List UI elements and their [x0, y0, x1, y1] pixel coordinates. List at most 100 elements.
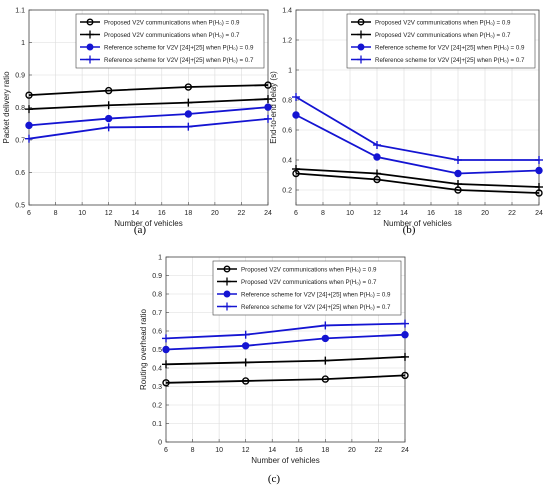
data-point: [25, 105, 33, 114]
series-2: [292, 165, 543, 191]
legend-box: [212, 260, 402, 316]
legend-box: [346, 13, 536, 69]
legend-item: Reference scheme for V2V [24]+[25] when …: [351, 43, 525, 51]
data-point: [454, 156, 462, 164]
data-point: [321, 375, 330, 383]
data-point: [241, 330, 250, 339]
data-point: [321, 334, 330, 343]
data-point: [264, 81, 272, 89]
series-4: [162, 319, 409, 343]
x-tick-label: 18: [321, 447, 329, 454]
y-tick-label: 0.4: [152, 366, 162, 373]
x-tick-label: 12: [105, 210, 113, 217]
data-point: [241, 358, 250, 367]
data-point: [184, 122, 193, 131]
series-1: [25, 81, 272, 99]
y-tick-label: 0.8: [15, 105, 25, 112]
y-tick-label: 0.3: [152, 384, 162, 391]
legend-item: Proposed V2V communications when P(H₀) =…: [80, 18, 240, 26]
data-point: [401, 352, 409, 361]
legend-label: Reference scheme for V2V [24]+[25] when …: [375, 44, 525, 51]
y-tick-label: 0.2: [282, 188, 292, 195]
y-tick-label: 1.1: [15, 8, 25, 15]
legend-item: Proposed V2V communications when P(H₀) =…: [351, 18, 511, 26]
x-tick-label: 20: [481, 210, 489, 217]
x-tick-label: 6: [27, 210, 31, 217]
x-tick-label: 16: [427, 210, 435, 217]
series-line: [28, 117, 269, 140]
data-point: [535, 166, 543, 175]
series-line: [295, 172, 540, 194]
data-point: [104, 114, 113, 123]
data-point: [373, 169, 381, 178]
data-point: [241, 377, 250, 385]
legend-label: Reference scheme for V2V [24]+[25] when …: [104, 57, 254, 64]
legend-label: Proposed V2V communications when P(H₀) =…: [104, 19, 240, 26]
data-point: [535, 156, 543, 164]
series-line: [28, 106, 269, 127]
data-point: [454, 180, 462, 188]
data-point: [401, 371, 409, 380]
x-tick-label: 8: [321, 210, 325, 217]
data-point: [401, 319, 409, 328]
data-point: [162, 360, 170, 369]
legend-label: Proposed V2V communications when P(H₀) =…: [104, 32, 240, 39]
y-axis-label: End-to-end delay (s): [269, 71, 278, 144]
data-point: [292, 111, 300, 119]
x-tick-label: 22: [238, 210, 246, 217]
data-point: [264, 103, 272, 111]
legend-item: Proposed V2V communications when P(H₀) =…: [217, 277, 377, 286]
data-point: [162, 345, 170, 354]
legend-label: Proposed V2V communications when P(H₀) =…: [375, 19, 511, 26]
series-4: [292, 93, 543, 164]
legend-item: Proposed V2V communications when P(H₀) =…: [217, 265, 377, 273]
x-tick-label: 20: [211, 210, 219, 217]
data-point: [25, 91, 33, 99]
y-tick-label: 1: [21, 40, 25, 47]
x-tick-label: 14: [131, 210, 139, 217]
x-tick-label: 8: [191, 447, 195, 454]
series-2: [162, 352, 409, 369]
data-point: [264, 114, 272, 123]
data-point: [104, 123, 113, 132]
data-point: [162, 379, 170, 387]
series-line: [165, 322, 406, 340]
legend-marker: [357, 18, 365, 26]
data-point: [104, 101, 113, 110]
series-line: [165, 356, 406, 366]
legend: Proposed V2V communications when P(H₀) =…: [346, 13, 536, 69]
data-point: [321, 321, 330, 330]
legend-box: [75, 13, 265, 69]
x-tick-label: 10: [346, 210, 354, 217]
data-point: [454, 169, 462, 178]
legend-marker: [357, 43, 365, 51]
data-point: [264, 95, 272, 104]
series-line: [165, 374, 406, 384]
y-axis-label: Routing overhead ratio: [139, 308, 148, 389]
y-tick-label: 0.4: [282, 158, 292, 165]
legend-label: Reference scheme for V2V [24]+[25] when …: [241, 304, 391, 311]
series-line: [28, 84, 269, 97]
data-point: [535, 183, 543, 191]
x-axis-label: Number of vehicles: [251, 456, 319, 465]
y-tick-label: 0.6: [282, 128, 292, 135]
series-2: [25, 95, 272, 114]
y-tick-label: 0.2: [152, 403, 162, 410]
y-tick-label: 1: [158, 255, 162, 262]
x-tick-label: 20: [348, 447, 356, 454]
data-point: [25, 121, 33, 130]
x-tick-label: 8: [54, 210, 58, 217]
legend: Proposed V2V communications when P(H₀) =…: [212, 260, 402, 316]
legend-item: Reference scheme for V2V [24]+[25] when …: [217, 290, 391, 298]
data-point: [321, 356, 330, 365]
legend-label: Proposed V2V communications when P(H₀) =…: [375, 32, 511, 39]
data-point: [25, 134, 33, 143]
legend-label: Reference scheme for V2V [24]+[25] when …: [104, 44, 254, 51]
series-line: [165, 333, 406, 351]
legend-label: Proposed V2V communications when P(H₀) =…: [241, 279, 377, 286]
x-tick-label: 24: [264, 210, 272, 217]
series-3: [25, 103, 272, 130]
y-tick-label: 0.5: [15, 203, 25, 210]
y-tick-label: 0.6: [15, 170, 25, 177]
